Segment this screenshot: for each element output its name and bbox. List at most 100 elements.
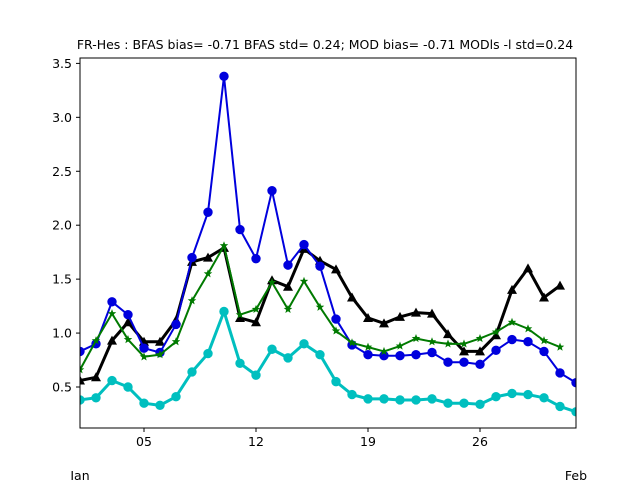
x-tick-label: 05 [136, 434, 152, 449]
data-point [427, 394, 437, 404]
data-point [539, 393, 549, 403]
data-point [507, 284, 517, 294]
data-point [539, 292, 549, 302]
data-point [91, 336, 101, 345]
data-point [411, 349, 421, 360]
data-point [235, 310, 245, 319]
y-tick-label: 3.0 [52, 110, 72, 125]
data-point [139, 398, 149, 408]
data-point [555, 401, 565, 412]
data-point [187, 252, 197, 263]
data-point [347, 338, 357, 347]
data-point [299, 339, 309, 349]
data-point [315, 349, 325, 360]
data-point [363, 342, 373, 351]
data-point [475, 346, 485, 356]
data-point [283, 304, 293, 313]
data-point [363, 349, 373, 360]
data-point [507, 334, 517, 345]
data-point [283, 260, 293, 270]
data-point [315, 302, 325, 311]
plot-area [80, 71, 576, 417]
data-point [427, 347, 437, 358]
data-point [283, 281, 293, 291]
data-point [491, 327, 501, 336]
data-point [155, 350, 165, 359]
plot-frame [79, 57, 577, 429]
data-point [171, 392, 181, 402]
data-point [219, 306, 229, 317]
data-point [187, 367, 197, 377]
data-point [459, 339, 469, 348]
axes: 0.5 1.0 1.5 2.0 2.5 3.0 3.5 05 12 19 26 Jan Feb [52, 56, 587, 483]
data-point [539, 346, 549, 357]
data-point [443, 339, 453, 348]
data-point [203, 252, 213, 262]
series [80, 306, 576, 417]
data-point [379, 394, 389, 404]
data-point [299, 239, 309, 250]
data-point [123, 310, 133, 320]
data-point [107, 297, 117, 307]
data-point [251, 370, 261, 380]
data-point [363, 312, 373, 322]
data-point [155, 336, 165, 346]
data-point [107, 335, 117, 345]
data-point [427, 308, 437, 318]
y-tick-label: 3.5 [52, 56, 72, 71]
y-tick-label: 2.5 [52, 164, 72, 179]
data-point [507, 388, 517, 399]
data-point [475, 359, 485, 370]
data-point [443, 398, 453, 408]
data-point [395, 341, 405, 350]
data-point [139, 343, 149, 353]
data-point [555, 280, 565, 290]
data-point [203, 269, 213, 278]
data-point [187, 296, 197, 305]
data-point [235, 224, 245, 235]
data-point [523, 337, 533, 347]
data-point [203, 348, 213, 359]
data-point [395, 351, 405, 361]
data-point [251, 253, 261, 264]
data-point [395, 395, 405, 405]
data-point [411, 307, 421, 317]
data-point [379, 318, 389, 328]
data-point [139, 352, 149, 361]
x-tick-label: 12 [248, 434, 264, 449]
data-point [251, 304, 261, 313]
data-point [491, 330, 501, 340]
data-point [123, 317, 133, 327]
data-point [235, 358, 245, 368]
data-point [171, 337, 181, 346]
data-point [443, 329, 453, 339]
data-point [91, 372, 101, 382]
data-point [555, 368, 565, 378]
data-point [123, 382, 133, 392]
data-point [475, 399, 485, 409]
data-point [523, 263, 533, 273]
data-point [427, 337, 437, 346]
data-point [80, 375, 85, 385]
series [80, 241, 565, 374]
data-point [315, 261, 325, 271]
x-tick-label: 26 [472, 434, 488, 449]
series [80, 71, 576, 388]
y-tick-label: 0.5 [52, 380, 72, 395]
data-point [203, 207, 213, 217]
data-point [219, 71, 229, 82]
data-point [107, 309, 117, 318]
data-point [539, 336, 549, 345]
data-point [331, 264, 341, 274]
data-point [267, 277, 277, 287]
data-point [171, 319, 181, 330]
x-month-label: Jan [69, 468, 89, 480]
y-tick-label: 1.0 [52, 326, 72, 341]
data-point [523, 324, 533, 333]
data-point [459, 357, 469, 367]
data-point [459, 346, 469, 356]
data-point [411, 395, 421, 405]
data-point [363, 394, 373, 404]
